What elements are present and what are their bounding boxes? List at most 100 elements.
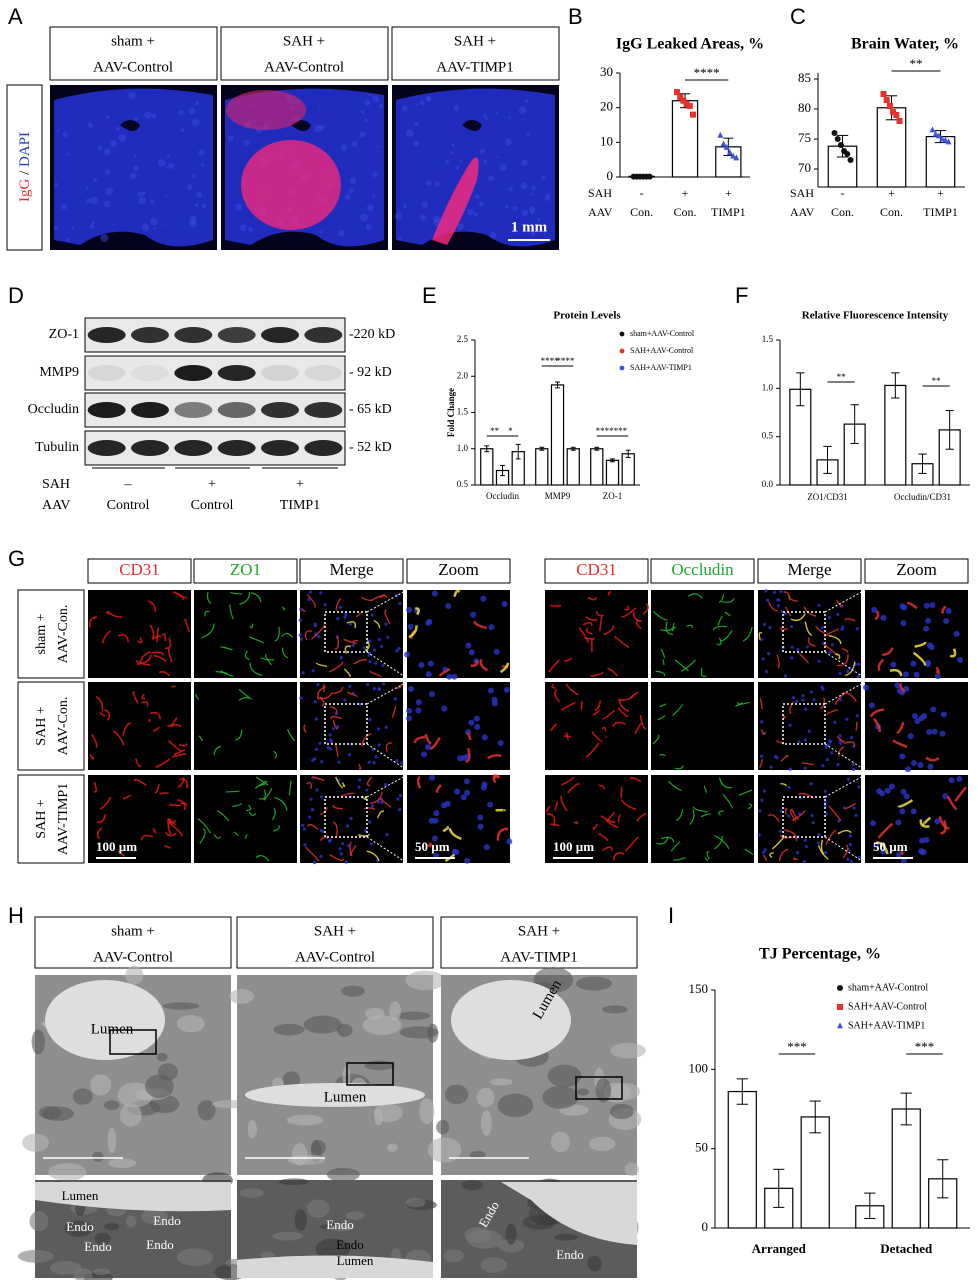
texture: [338, 230, 345, 237]
nucleus: [934, 818, 941, 825]
em-inset-box: [575, 1076, 623, 1100]
em-texture: [497, 1238, 525, 1253]
point: [619, 348, 625, 354]
vessel: [330, 715, 342, 720]
nucleus: [927, 763, 934, 770]
vessel: [379, 797, 392, 808]
vessel: [89, 753, 95, 760]
vessel: [379, 594, 388, 599]
texture: [66, 237, 70, 242]
nucleus: [900, 620, 907, 627]
vessel: [195, 693, 200, 700]
row-text: SAH +: [34, 799, 49, 839]
blot-band: [217, 365, 256, 381]
nucleus: [942, 793, 949, 800]
texture: [97, 145, 103, 151]
vessel: [427, 842, 432, 848]
nucleus: [761, 657, 765, 661]
vessel: [554, 801, 559, 811]
bar: [605, 459, 620, 486]
vessel: [225, 790, 240, 793]
texture: [496, 155, 499, 159]
vessel: [304, 630, 313, 641]
vessel: [602, 846, 614, 852]
vessel: [158, 671, 171, 677]
vessel: [135, 758, 142, 768]
point: [945, 138, 952, 145]
nucleus: [868, 702, 875, 709]
vessel: [758, 631, 763, 641]
vessel: [371, 594, 386, 601]
vessel: [735, 702, 743, 707]
bar: [566, 448, 580, 486]
vessel: [914, 641, 927, 648]
nucleus: [341, 841, 345, 846]
nucleus: [846, 777, 851, 781]
igg-leak: [241, 140, 341, 230]
nucleus: [880, 614, 887, 621]
vessel: [349, 841, 353, 857]
texture: [520, 182, 528, 190]
chart-title: Brain Water, %: [851, 36, 959, 53]
vessel: [747, 803, 753, 810]
nucleus: [827, 616, 832, 620]
zoom-box: [324, 611, 368, 653]
em-texture: [505, 1223, 517, 1245]
em-texture: [29, 1210, 49, 1232]
texture: [415, 103, 419, 106]
row-label: TIMP1: [711, 205, 746, 219]
em-zoom-lumen: [35, 1182, 231, 1212]
nucleus: [910, 660, 917, 667]
nucleus: [828, 650, 832, 655]
nucleus: [760, 754, 764, 758]
bar: [590, 448, 604, 486]
nucleus: [343, 615, 347, 619]
nucleus: [464, 857, 471, 864]
vessel: [744, 848, 753, 856]
igg-leak: [226, 90, 306, 130]
vessel: [592, 709, 601, 716]
nucleus: [407, 623, 414, 630]
vessel: [198, 735, 204, 742]
nucleus: [762, 789, 767, 793]
row-text: SAH +: [34, 706, 49, 746]
nucleus: [323, 602, 327, 607]
stain-igg: IgG: [17, 179, 33, 202]
y-tick-label: 2.0: [457, 370, 469, 380]
em-label: Endo: [326, 1217, 353, 1232]
texture: [483, 159, 488, 164]
nucleus: [348, 684, 352, 689]
nucleus: [828, 739, 832, 743]
legend-label: sham+AAV-Control: [848, 982, 928, 993]
nucleus: [939, 730, 946, 737]
nucleus: [854, 813, 858, 817]
vessel: [608, 591, 612, 596]
nucleus: [468, 719, 475, 726]
nucleus: [940, 711, 947, 718]
vessel: [99, 711, 106, 717]
vessel: [582, 621, 593, 627]
vessel: [874, 610, 880, 621]
micrograph: [865, 682, 968, 770]
blot-band: [87, 327, 126, 343]
igg-leak: [432, 157, 479, 245]
nucleus: [807, 729, 811, 733]
blot-band: [304, 402, 343, 418]
row-label: Con.: [630, 205, 653, 219]
vessel: [591, 731, 603, 743]
zoom-box: [324, 703, 368, 745]
vessel: [414, 607, 420, 616]
vessel: [97, 813, 107, 824]
stain-box: [6, 84, 43, 251]
chart-title: Protein Levels: [553, 310, 621, 322]
vessel: [687, 593, 703, 599]
texture: [129, 172, 137, 180]
point: [837, 985, 843, 991]
vessel: [492, 775, 500, 784]
band-size: - 92 kD: [349, 365, 392, 380]
vessel: [273, 825, 280, 832]
vessel: [660, 622, 675, 632]
vessel: [263, 788, 272, 801]
nucleus: [377, 687, 381, 691]
scale-label: 50 µm: [415, 839, 450, 854]
